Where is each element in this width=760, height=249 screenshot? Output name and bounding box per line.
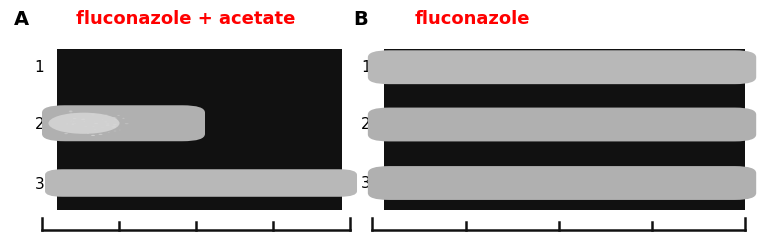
Ellipse shape [87, 133, 89, 134]
Ellipse shape [84, 126, 87, 127]
Ellipse shape [112, 124, 117, 125]
Ellipse shape [81, 119, 84, 120]
Text: B: B [353, 10, 368, 29]
FancyBboxPatch shape [42, 105, 205, 141]
Ellipse shape [108, 132, 110, 133]
FancyBboxPatch shape [368, 50, 756, 84]
Text: fluconazole: fluconazole [414, 10, 530, 28]
Text: 2: 2 [361, 117, 371, 132]
Ellipse shape [112, 117, 116, 118]
Ellipse shape [99, 134, 103, 135]
Ellipse shape [102, 119, 103, 120]
Text: 2: 2 [34, 117, 44, 132]
Ellipse shape [94, 123, 98, 124]
Ellipse shape [69, 111, 73, 112]
Bar [57, 49, 342, 210]
Ellipse shape [82, 119, 85, 120]
Ellipse shape [125, 123, 128, 124]
FancyBboxPatch shape [368, 108, 756, 141]
Ellipse shape [106, 125, 109, 126]
Text: 1: 1 [34, 60, 44, 75]
Ellipse shape [122, 118, 125, 119]
FancyBboxPatch shape [45, 169, 357, 197]
Ellipse shape [49, 113, 119, 134]
Ellipse shape [66, 123, 68, 124]
Text: 3: 3 [34, 177, 44, 192]
Text: 1: 1 [361, 60, 371, 75]
Ellipse shape [84, 121, 85, 122]
Ellipse shape [91, 114, 95, 115]
Ellipse shape [91, 135, 95, 136]
Bar [384, 49, 745, 210]
Ellipse shape [65, 124, 68, 125]
Text: fluconazole + acetate: fluconazole + acetate [76, 10, 296, 28]
Ellipse shape [64, 133, 68, 134]
Ellipse shape [74, 123, 76, 124]
FancyBboxPatch shape [368, 166, 756, 200]
Ellipse shape [112, 126, 116, 127]
Ellipse shape [113, 117, 116, 118]
Ellipse shape [105, 115, 108, 116]
Ellipse shape [71, 124, 74, 125]
Ellipse shape [93, 121, 95, 122]
Ellipse shape [114, 119, 117, 120]
Text: 3: 3 [361, 176, 371, 190]
Text: A: A [14, 10, 29, 29]
Ellipse shape [73, 118, 77, 119]
Ellipse shape [117, 115, 120, 116]
